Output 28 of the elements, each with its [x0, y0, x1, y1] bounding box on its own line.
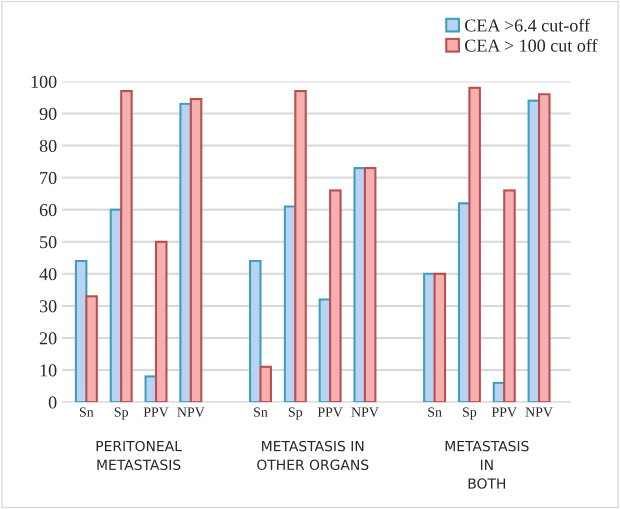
y-tick-label: 10 [40, 364, 56, 376]
x-tick-label: PPV [492, 408, 517, 417]
x-tick-label: Sp [463, 407, 476, 420]
y-tick-label: 0 [48, 396, 56, 409]
x-tick-label: Sp [288, 407, 302, 420]
y-tick-label: 80 [40, 140, 56, 152]
x-tick-label: NPV [526, 408, 553, 417]
text: METASTASIS IN BOTH [446, 440, 529, 489]
y-tick-label: 60 [40, 204, 56, 216]
y-tick-label: 30 [40, 300, 56, 312]
y-tick-label: 40 [39, 268, 56, 280]
text: PERITONEAL METASTASIS [96, 440, 182, 470]
x-tick-label: NPV [351, 408, 379, 417]
x-tick-label: PPV [144, 408, 169, 417]
x-tick-label: PPV [318, 408, 343, 417]
x-tick-label: Sn [254, 407, 268, 417]
y-tick-label: 90 [40, 108, 56, 120]
y-tick-label: 100 [32, 76, 56, 88]
x-tick-label: Sn [428, 407, 442, 417]
legend-label: CEA >6.4 cut-off [465, 18, 590, 32]
x-tick-label: Sp [114, 407, 128, 420]
x-tick-label: Sn [80, 407, 94, 417]
y-tick-label: 50 [40, 236, 56, 248]
y-tick-label: 20 [40, 332, 56, 344]
x-tick-label: NPV [177, 408, 205, 417]
legend-label: CEA > 100 cut off [465, 38, 598, 52]
y-tick-label: 70 [40, 172, 56, 184]
text: METASTASIS IN OTHER ORGANS [257, 440, 368, 470]
